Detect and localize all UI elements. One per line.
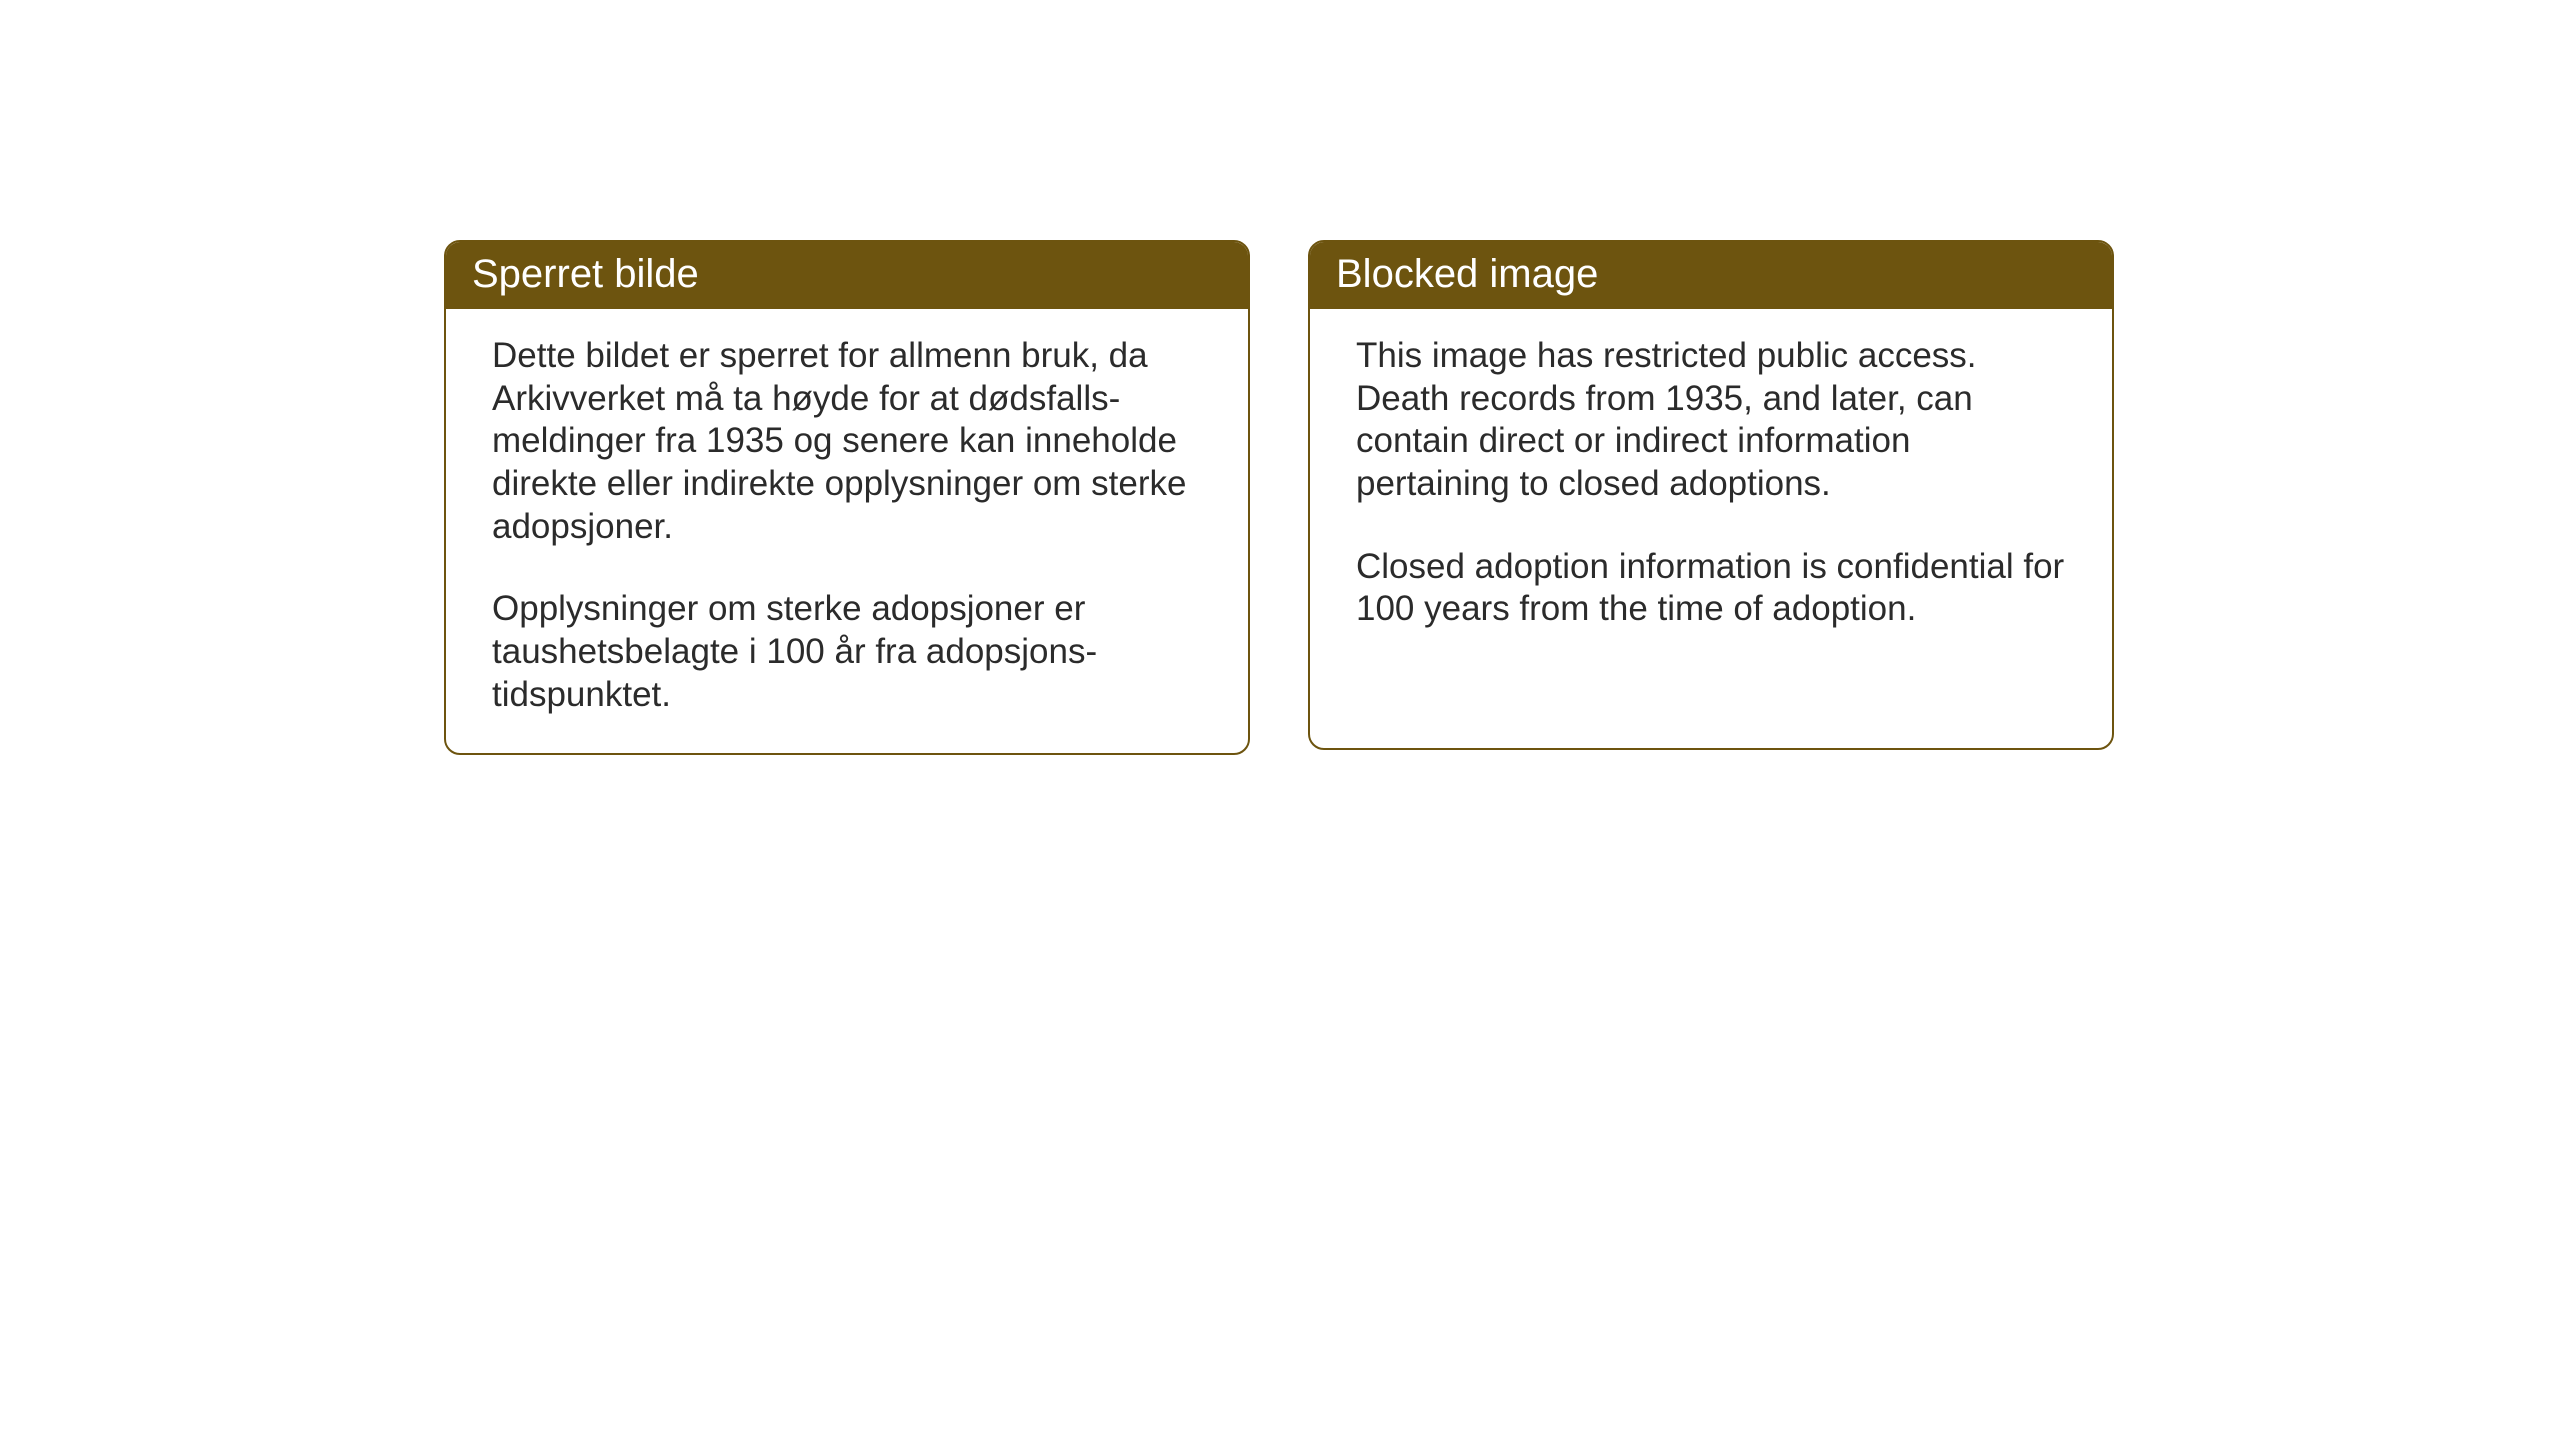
notice-paragraph-2-norwegian: Opplysninger om sterke adopsjoner er tau…	[492, 588, 1202, 716]
notice-card-english: Blocked image This image has restricted …	[1308, 240, 2114, 750]
notice-container: Sperret bilde Dette bildet er sperret fo…	[444, 240, 2114, 755]
notice-body-english: This image has restricted public access.…	[1310, 309, 2112, 667]
notice-title-english: Blocked image	[1336, 252, 1598, 296]
notice-title-norwegian: Sperret bilde	[472, 252, 699, 296]
notice-paragraph-2-english: Closed adoption information is confident…	[1356, 546, 2066, 631]
notice-card-norwegian: Sperret bilde Dette bildet er sperret fo…	[444, 240, 1250, 755]
notice-paragraph-1-norwegian: Dette bildet er sperret for allmenn bruk…	[492, 335, 1202, 548]
notice-body-norwegian: Dette bildet er sperret for allmenn bruk…	[446, 309, 1248, 753]
notice-header-english: Blocked image	[1310, 242, 2112, 309]
notice-paragraph-1-english: This image has restricted public access.…	[1356, 335, 2066, 506]
notice-header-norwegian: Sperret bilde	[446, 242, 1248, 309]
